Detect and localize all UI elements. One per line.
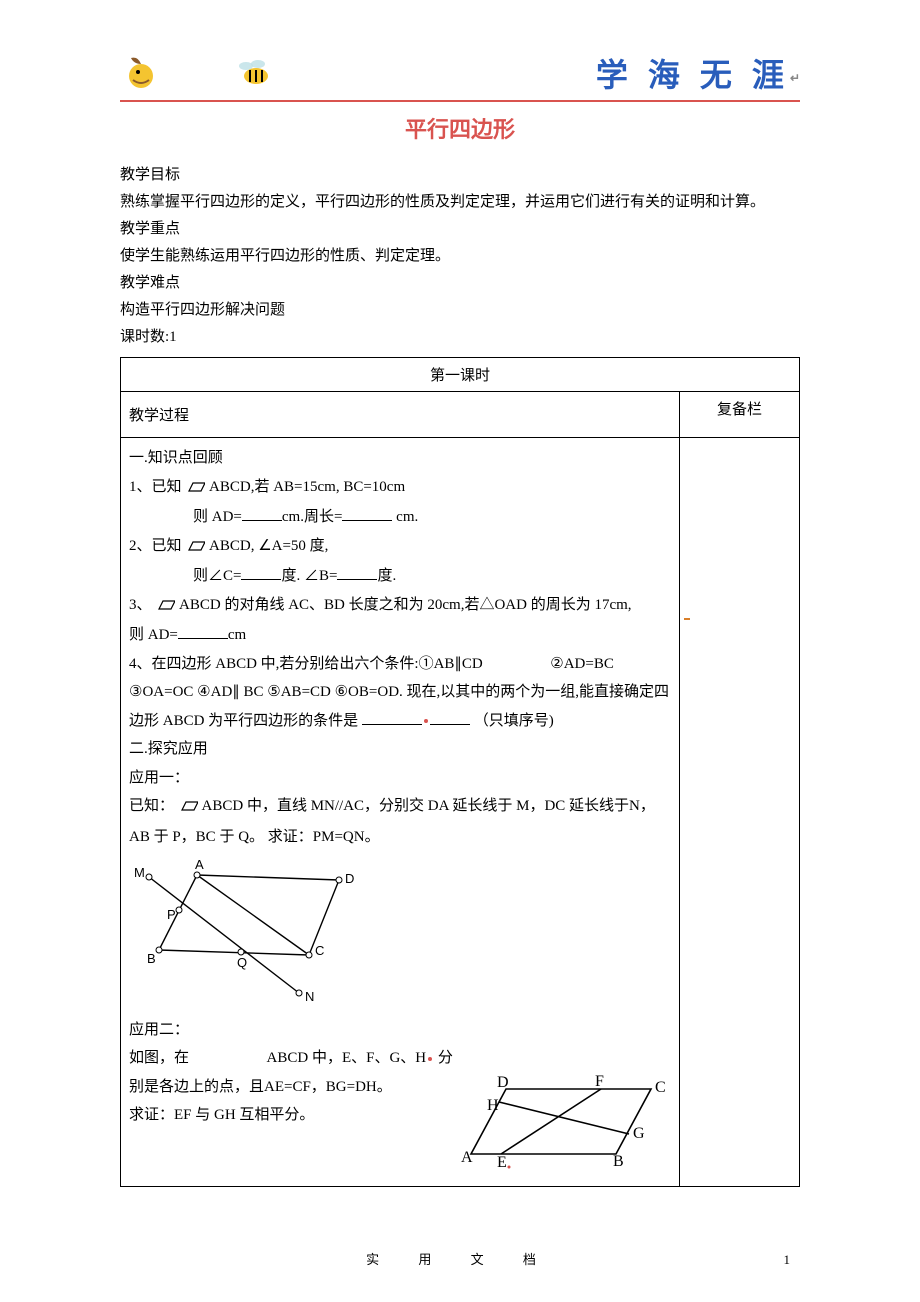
side-dash-icon (684, 618, 690, 620)
app2a: 如图，在 (129, 1050, 189, 1066)
q3a: 3、 (129, 597, 152, 613)
lbl-F: F (595, 1074, 604, 1090)
q2b: ABCD, ∠A=50 度, (209, 538, 328, 554)
lbl-Q: Q (237, 955, 247, 970)
bee-icon (120, 52, 162, 94)
blank (178, 624, 228, 639)
app2-title: 应用二： (129, 1016, 671, 1045)
lbl-D: D (345, 871, 354, 886)
app1b: ABCD 中，直线 MN//AC，分别交 DA 延长线于 M，DC 延长线于N，… (129, 798, 655, 845)
q1-line: 1、已知 ABCD,若 AB=15cm, BC=10cm (129, 473, 671, 504)
lbl-B: B (613, 1153, 624, 1169)
col-left-head: 教学过程 (121, 392, 680, 438)
q4-line: 4、在四边形 ABCD 中,若分别给出六个条件:①AB∥CD ②AD=BC (129, 650, 671, 679)
red-dot-icon (424, 719, 428, 723)
parallelogram-icon (155, 593, 175, 622)
q3c: 则 AD= (129, 627, 178, 643)
lbl-A: A (461, 1149, 473, 1166)
lbl-D: D (497, 1074, 509, 1091)
app1-title: 应用一： (129, 764, 671, 793)
footer-text: 实 用 文 档 (0, 1249, 920, 1268)
red-dot-icon (428, 1057, 432, 1061)
lbl-G: G (633, 1125, 645, 1142)
intro-block: 教学目标 熟练掌握平行四边形的定义，平行四边形的性质及判定定理，并运用它们进行有… (120, 162, 800, 351)
blank (242, 506, 282, 521)
lesson-table: 第一课时 教学过程 复备栏 一.知识点回顾 1、已知 ABCD,若 AB=15c… (120, 357, 800, 1187)
parallelogram-icon (185, 534, 205, 563)
section1-title: 一.知识点回顾 (129, 444, 671, 473)
q4a: 4、在四边形 ABCD 中,若分别给出六个条件:①AB∥CD (129, 656, 483, 672)
lbl-B: B (147, 951, 156, 966)
intro-line: 构造平行四边形解决问题 (120, 297, 800, 324)
bee2-icon (232, 52, 274, 94)
lbl-A: A (195, 857, 204, 872)
q2-line: 2、已知 ABCD, ∠A=50 度, (129, 532, 671, 563)
q1c: 则 AD= (193, 509, 242, 525)
q4b: ②AD=BC (550, 656, 614, 672)
q4-line2: ③OA=OC ④AD∥ BC ⑤AB=CD ⑥OB=OD. 现在,以其中的两个为… (129, 678, 671, 735)
app2-body2: 求证：EF 与 GH 互相平分。 (129, 1101, 457, 1130)
content-cell: 一.知识点回顾 1、已知 ABCD,若 AB=15cm, BC=10cm 则 A… (121, 438, 680, 1187)
app2b: ABCD 中，E、F、G、H (267, 1050, 427, 1066)
intro-line: 熟练掌握平行四边形的定义，平行四边形的性质及判定定理，并运用它们进行有关的证明和… (120, 189, 800, 216)
intro-line: 教学重点 (120, 216, 800, 243)
parallelogram-icon (178, 794, 198, 823)
q4d: （只填序号) (470, 713, 554, 729)
return-glyph: ↵ (790, 71, 800, 85)
q3-line: 3、 ABCD 的对角线 AC、BD 长度之和为 20cm,若△OAD 的周长为… (129, 591, 671, 622)
blank (362, 710, 422, 725)
intro-line: 教学难点 (120, 270, 800, 297)
header-calligraphy: 学 海 无 涯↵ (596, 50, 800, 96)
q2a: 2、已知 (129, 538, 182, 554)
fubei-cell (680, 438, 800, 1187)
blank (337, 565, 377, 580)
app2-body: 如图，在 ABCD 中，E、F、G、H 分别是各边上的点，且AE=CF，BG=D… (129, 1044, 457, 1101)
app1a: 已知： (129, 798, 174, 814)
col-left-label: 教学过程 (129, 408, 189, 424)
col-right-label: 复备栏 (717, 402, 762, 418)
q2e: 度. (377, 568, 396, 584)
blank (430, 710, 470, 725)
parallelogram-icon (185, 475, 205, 504)
q1d: cm.周长= (282, 509, 343, 525)
lbl-C: C (655, 1079, 666, 1096)
lbl-H: H (487, 1097, 499, 1114)
section2-title: 二.探究应用 (129, 735, 671, 764)
blank (342, 506, 392, 521)
header-icons (120, 52, 274, 94)
lbl-M: M (134, 865, 145, 880)
q1a: 1、已知 (129, 479, 182, 495)
intro-line: 使学生能熟练运用平行四边形的性质、判定定理。 (120, 243, 800, 270)
header-bar: 学 海 无 涯↵ (120, 50, 800, 102)
calligraphy-text: 学 海 无 涯 (596, 57, 790, 93)
lbl-P: P (167, 907, 176, 922)
page-title: 平行四边形 (120, 112, 800, 144)
q3b: ABCD 的对角线 AC、BD 长度之和为 20cm,若△OAD 的周长为 17… (179, 597, 632, 613)
q1b: ABCD,若 AB=15cm, BC=10cm (209, 479, 405, 495)
q2-line2: 则∠C= 度. ∠B= 度. (129, 562, 671, 591)
col-right-head: 复备栏 (680, 392, 800, 438)
app1-body: 已知： ABCD 中，直线 MN//AC，分别交 DA 延长线于 M，DC 延长… (129, 792, 671, 851)
lesson-title-cell: 第一课时 (121, 358, 800, 392)
q2d: 度. ∠B= (281, 568, 337, 584)
page-number: 1 (784, 1252, 791, 1268)
intro-line: 教学目标 (120, 162, 800, 189)
blank (241, 565, 281, 580)
intro-line: 课时数:1 (120, 324, 800, 351)
q3d: cm (228, 627, 246, 643)
lbl-E: E (497, 1154, 507, 1169)
lesson-title: 第一课时 (430, 368, 490, 384)
lbl-N: N (305, 989, 314, 1004)
q1-line2: 则 AD= cm.周长= cm. (129, 503, 671, 532)
q1e: cm. (392, 509, 418, 525)
lbl-C: C (315, 943, 324, 958)
diagram2: D F C H G A E B (461, 1074, 671, 1180)
diagram1: M A D P B Q C N (129, 855, 671, 1016)
q3-line2: 则 AD= cm (129, 621, 671, 650)
q2c: 则∠C= (193, 568, 241, 584)
